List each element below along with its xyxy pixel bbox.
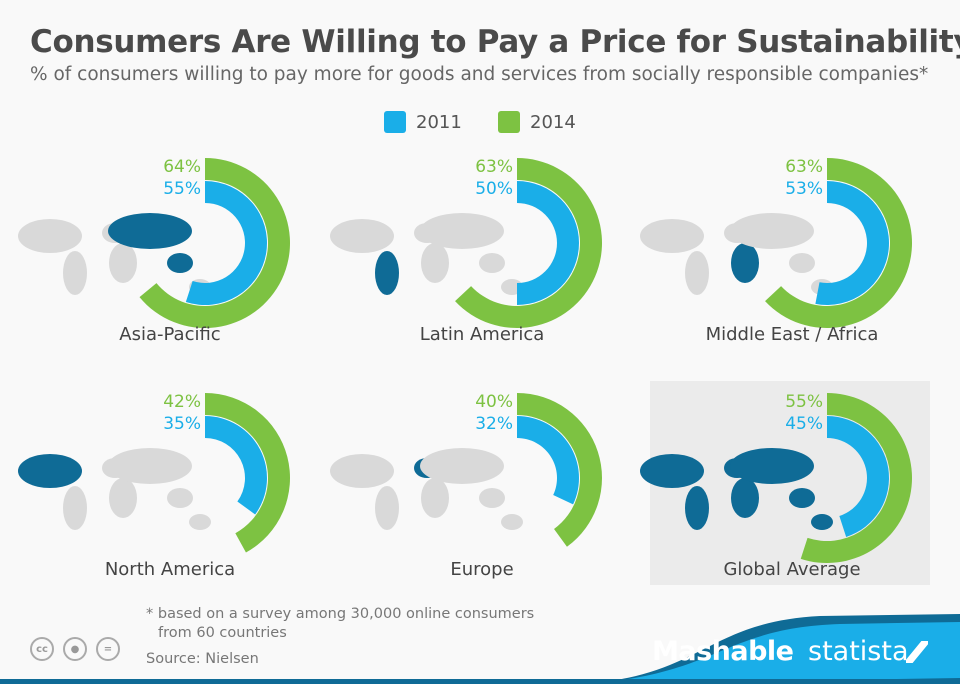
map-continent — [501, 514, 523, 530]
arc-2014 — [455, 158, 602, 328]
map-continent — [789, 253, 815, 273]
map-continent — [167, 488, 193, 508]
arc-2011 — [517, 181, 579, 305]
map-continent — [730, 448, 814, 484]
map-continent — [375, 251, 399, 295]
footnote-line2: from 60 countries — [158, 625, 287, 641]
arc-2011 — [185, 181, 267, 305]
region-label: Europe — [450, 559, 513, 580]
map-continent — [63, 251, 87, 295]
region-label: Middle East / Africa — [706, 324, 879, 345]
region-label: North America — [105, 559, 235, 580]
map-continent — [63, 486, 87, 530]
map-continent — [479, 253, 505, 273]
map-continent — [479, 488, 505, 508]
label-2014: 64% — [163, 157, 201, 177]
map-continent — [420, 213, 504, 249]
arc-2014 — [205, 393, 291, 553]
map-continent — [731, 243, 759, 283]
legend-label-2011: 2011 — [416, 111, 462, 133]
arc-2014 — [139, 158, 291, 328]
footer-wave — [580, 622, 960, 684]
map-continent — [789, 488, 815, 508]
region-label: Asia-Pacific — [119, 324, 220, 345]
map-continent — [685, 486, 709, 530]
map-continent — [330, 219, 394, 253]
arc-2014 — [765, 158, 912, 328]
map-continent — [330, 454, 394, 488]
mashable-logo: Mashable — [652, 636, 794, 667]
arc-2014 — [800, 393, 912, 563]
chart-subtitle: % of consumers willing to pay more for g… — [30, 64, 929, 85]
map-continent — [109, 478, 137, 518]
label-2011: 55% — [163, 179, 201, 199]
map-continent — [640, 219, 704, 253]
label-2014: 63% — [475, 157, 513, 177]
arc-2014 — [517, 393, 602, 547]
cc-icon: cc — [30, 637, 54, 661]
map-continent — [421, 478, 449, 518]
label-2014: 55% — [785, 392, 823, 412]
attribution-icon: ● — [63, 637, 87, 661]
map-continent — [108, 213, 192, 249]
arc-2011 — [815, 181, 889, 305]
statista-logo: statista — [808, 636, 909, 667]
label-2011: 50% — [475, 179, 513, 199]
map-continent — [731, 478, 759, 518]
map-continent — [730, 213, 814, 249]
legend-swatch-2011 — [384, 111, 406, 133]
map-continent — [18, 454, 82, 488]
map-continent — [420, 448, 504, 484]
legend-2011: 2011 — [384, 111, 462, 133]
label-2011: 45% — [785, 414, 823, 434]
map-continent — [18, 219, 82, 253]
arc-2011 — [205, 416, 267, 515]
map-continent — [167, 253, 193, 273]
map-continent — [108, 448, 192, 484]
region-label: Global Average — [723, 559, 860, 580]
map-continent — [109, 243, 137, 283]
arc-2011 — [827, 416, 890, 537]
legend-label-2014: 2014 — [530, 111, 576, 133]
legend-swatch-2014 — [498, 111, 520, 133]
map-continent — [421, 243, 449, 283]
label-2014: 63% — [785, 157, 823, 177]
map-continent — [189, 514, 211, 530]
map-continent — [685, 251, 709, 295]
label-2011: 53% — [785, 179, 823, 199]
source: Source: Nielsen — [146, 651, 259, 667]
label-2014: 40% — [475, 392, 513, 412]
legend-2014: 2014 — [498, 111, 576, 133]
label-2011: 35% — [163, 414, 201, 434]
map-continent — [375, 486, 399, 530]
label-2011: 32% — [475, 414, 513, 434]
map-continent — [640, 454, 704, 488]
arc-2011 — [517, 416, 580, 505]
footnote-line1: * based on a survey among 30,000 online … — [146, 606, 535, 622]
map-continent — [811, 514, 833, 530]
region-label: Latin America — [420, 324, 545, 345]
chart-title: Consumers Are Willing to Pay a Price for… — [30, 24, 960, 60]
footer-bar — [0, 679, 960, 684]
no-derivatives-icon: = — [96, 637, 120, 661]
label-2014: 42% — [163, 392, 201, 412]
